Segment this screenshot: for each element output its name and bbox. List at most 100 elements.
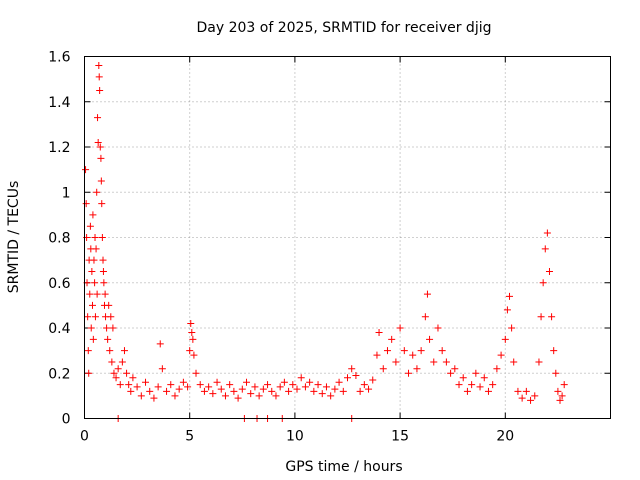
data-point: [243, 378, 251, 386]
data-point: [434, 324, 442, 332]
data-point: [388, 335, 396, 343]
data-point: [247, 390, 255, 398]
data-point: [531, 392, 539, 400]
data-point: [535, 358, 543, 366]
data-point: [167, 381, 175, 389]
data-point: [196, 381, 204, 389]
data-point: [99, 256, 107, 264]
y-tick-label: 0.6: [48, 276, 70, 292]
data-point: [97, 177, 105, 185]
data-point: [82, 166, 90, 174]
data-point: [510, 358, 518, 366]
data-point: [322, 383, 330, 391]
data-point: [383, 347, 391, 355]
data-point: [175, 385, 183, 393]
data-point: [142, 378, 150, 386]
x-tick-label: 5: [185, 429, 194, 445]
y-tick-label: 1.4: [48, 95, 70, 111]
data-point: [91, 313, 99, 321]
data-point: [501, 335, 509, 343]
data-point: [209, 390, 217, 398]
data-point: [318, 390, 326, 398]
data-point: [356, 387, 364, 395]
data-point: [508, 324, 516, 332]
data-point: [91, 234, 99, 241]
data-point: [550, 347, 558, 355]
data-point: [84, 313, 92, 321]
data-point: [463, 387, 471, 395]
data-point: [438, 347, 446, 355]
data-point: [285, 387, 293, 395]
data-point: [98, 234, 106, 241]
data-point: [186, 347, 194, 355]
data-point: [187, 319, 195, 327]
data-point: [94, 138, 102, 146]
data-point: [545, 267, 553, 275]
data-point: [554, 387, 562, 395]
data-point: [426, 335, 434, 343]
data-point: [518, 394, 526, 402]
data-point: [259, 385, 267, 393]
data-point: [93, 188, 101, 196]
data-point: [96, 143, 104, 151]
data-point: [421, 313, 429, 321]
data-point: [127, 387, 135, 395]
data-point: [100, 279, 108, 287]
data-point: [158, 365, 166, 373]
data-point: [537, 313, 545, 321]
y-tick-label: 0.4: [48, 321, 70, 337]
data-point: [480, 374, 488, 382]
data-point: [268, 387, 276, 395]
y-tick-label: 1: [62, 185, 71, 201]
data-point: [392, 358, 400, 366]
data-point: [468, 381, 476, 389]
data-point: [137, 392, 145, 400]
data-point: [430, 358, 438, 366]
data-point: [154, 383, 162, 391]
data-point: [114, 365, 122, 373]
data-point: [188, 329, 196, 337]
data-point: [276, 383, 284, 391]
data-point: [106, 347, 114, 355]
data-point: [200, 387, 208, 395]
data-point: [217, 385, 225, 393]
data-point: [506, 292, 514, 300]
data-point: [339, 387, 347, 395]
data-point: [548, 313, 556, 321]
y-tick-label: 1.2: [48, 140, 70, 156]
data-point: [369, 376, 377, 384]
data-point: [163, 387, 171, 395]
data-point: [552, 369, 560, 377]
data-point: [335, 378, 343, 386]
data-point: [112, 374, 120, 382]
data-point: [86, 290, 94, 298]
data-point: [221, 392, 229, 400]
data-point: [301, 383, 309, 391]
tick-labels: 0 0.2 0.4 0.6 0.8 1 1.2 1.4 1.6 0 5 10 15 20: [48, 50, 514, 445]
data-point: [451, 365, 459, 373]
data-point: [146, 387, 154, 395]
data-point: [280, 378, 288, 386]
axis-ticks: [84, 56, 611, 419]
data-point: [396, 324, 404, 332]
data-point: [150, 394, 158, 402]
data-point: [90, 256, 98, 264]
data-point: [230, 387, 238, 395]
data-point: [88, 301, 96, 309]
data-point: [409, 351, 417, 359]
data-point: [226, 381, 234, 389]
data-point: [522, 387, 530, 395]
data-point: [94, 114, 102, 122]
data-point: [238, 385, 246, 393]
data-point: [95, 62, 103, 70]
data-point: [91, 279, 99, 287]
data-point: [352, 372, 360, 380]
data-point: [88, 267, 96, 275]
data-points: [82, 62, 568, 422]
data-point: [264, 381, 272, 389]
data-point: [306, 378, 314, 386]
data-point: [85, 369, 93, 377]
data-point: [205, 383, 213, 391]
data-point: [110, 369, 118, 377]
